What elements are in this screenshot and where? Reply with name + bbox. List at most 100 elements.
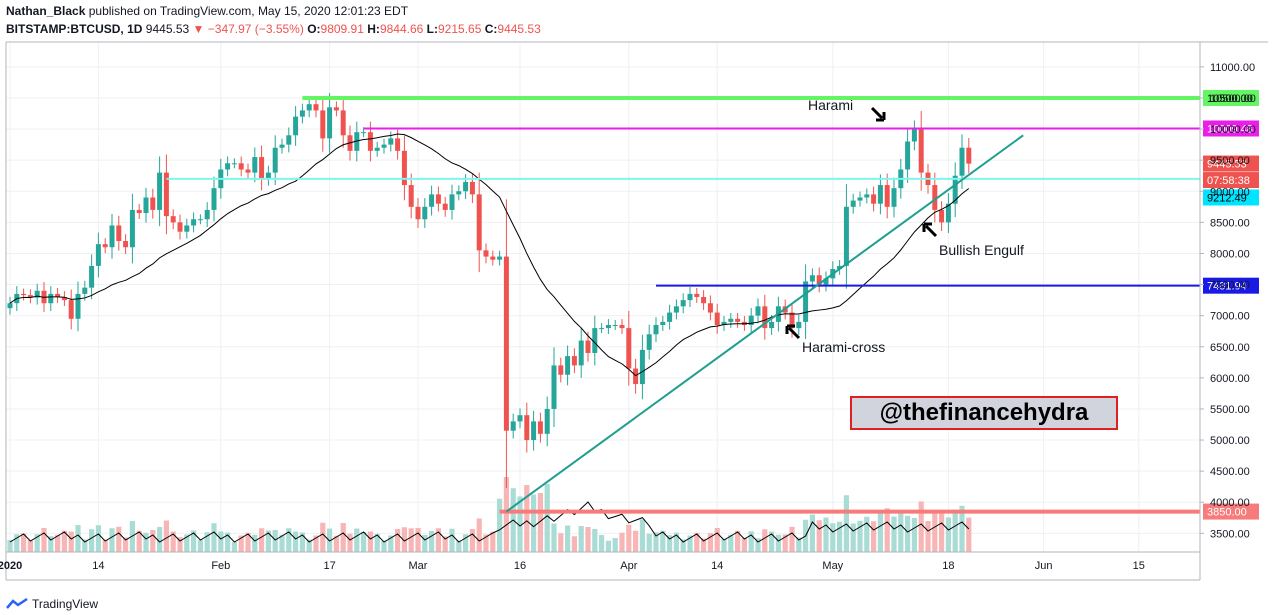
candle-body (789, 312, 795, 329)
time-tick-label: 15 (1133, 560, 1145, 572)
candle-body (639, 349, 645, 385)
volume-bar (483, 534, 489, 552)
candle-body (932, 185, 938, 210)
arrow-icon (870, 106, 884, 120)
candle-body (599, 328, 605, 330)
candle-body (721, 321, 727, 325)
volume-bar (89, 529, 95, 552)
time-tick-label: 17 (323, 560, 335, 572)
candle-body (517, 415, 523, 422)
candle-body (327, 107, 333, 139)
price-tick-label: 11000.00 (1210, 62, 1255, 74)
candle-body (109, 225, 115, 248)
volume-bar (34, 534, 40, 552)
candle-body (34, 290, 40, 298)
candle-body (456, 191, 462, 195)
volume-bar (959, 505, 965, 552)
tradingview-brand[interactable]: TradingView (6, 597, 98, 611)
volume-bar (279, 534, 285, 552)
volume-bar (14, 534, 20, 552)
candle-body (245, 169, 251, 173)
candle-body (952, 175, 958, 204)
volume-bar (299, 532, 305, 552)
volume-bar (891, 516, 897, 552)
volume-bar (361, 532, 367, 552)
volume-bar (952, 509, 958, 552)
candle-body (75, 293, 81, 319)
volume-bar (456, 540, 462, 552)
volume-bar (333, 535, 339, 552)
volume-bar (497, 498, 503, 552)
volume-bar (830, 523, 836, 552)
volume-moving-average (9, 501, 970, 543)
level-price-label: 3850.00 (1207, 507, 1247, 519)
volume-bar (41, 528, 47, 552)
volume-bar (605, 540, 611, 552)
volume-bar (476, 518, 482, 552)
volume-bar (422, 535, 428, 552)
volume-bar (490, 531, 496, 552)
price-tick-label: 7500.00 (1210, 280, 1250, 292)
price-tick-label: 4000.00 (1210, 497, 1250, 509)
volume-bar (150, 530, 156, 552)
candle-body (612, 324, 618, 326)
candle-body (435, 194, 441, 204)
candle-body (728, 318, 734, 322)
candle-body (272, 147, 278, 173)
candle-body (177, 222, 183, 232)
volume-bar (163, 520, 169, 552)
candle-body (578, 340, 584, 366)
price-tick-label: 7000.00 (1210, 311, 1250, 323)
volume-bar (707, 533, 713, 552)
candle-body (388, 138, 394, 145)
volume-bar (238, 535, 244, 552)
level-price-badge (1203, 120, 1259, 137)
candle-body (816, 275, 822, 285)
price-tick-label: 8000.00 (1210, 248, 1250, 260)
candle-body (286, 135, 292, 145)
candle-body (531, 421, 537, 441)
author-name[interactable]: Nathan_Black (6, 4, 86, 18)
volume-bar (408, 528, 414, 552)
published-text: published on TradingView.com, May 15, 20… (88, 4, 409, 18)
volume-bar (116, 526, 122, 552)
level-price-label: 10009.48 (1207, 123, 1253, 135)
chart-axes (5, 41, 1268, 581)
price-tick-label: 10000.00 (1210, 124, 1256, 136)
price-badge (1203, 155, 1259, 172)
volume-bar (252, 534, 258, 552)
volume-bar (646, 533, 652, 552)
volume-bars (7, 477, 972, 552)
volume-ma-line (9, 501, 970, 543)
candle-body (367, 132, 373, 151)
volume-bar (599, 535, 605, 552)
volume-bar (755, 538, 761, 552)
candle-body (225, 163, 231, 170)
volume-bar (809, 514, 815, 552)
volume-bar (612, 538, 618, 552)
bullish-engulf-label: Bullish Engulf (939, 242, 1024, 258)
candle-body (667, 312, 673, 322)
candle-body (605, 324, 611, 329)
volume-bar (374, 533, 380, 552)
volume-bar (544, 484, 550, 552)
candle-body (714, 312, 720, 325)
volume-bar (748, 531, 754, 552)
time-tick-label: Mar (409, 560, 428, 572)
candle-body (748, 315, 754, 325)
publish-info: Nathan_Black published on TradingView.co… (6, 4, 408, 18)
candle-body (279, 144, 285, 148)
candle-body (911, 129, 917, 142)
symbol-name[interactable]: BITSTAMP:BTCUSD, 1D (6, 22, 143, 36)
volume-bar (340, 523, 346, 552)
candle-body (619, 324, 625, 329)
volume-bar (694, 532, 700, 552)
candle-body (449, 194, 455, 210)
candle-body (320, 110, 326, 139)
volume-bar (435, 528, 441, 552)
volume-bar (884, 508, 890, 552)
candle-body (803, 281, 809, 322)
low-label: L: (426, 22, 438, 36)
volume-bar (551, 523, 557, 552)
